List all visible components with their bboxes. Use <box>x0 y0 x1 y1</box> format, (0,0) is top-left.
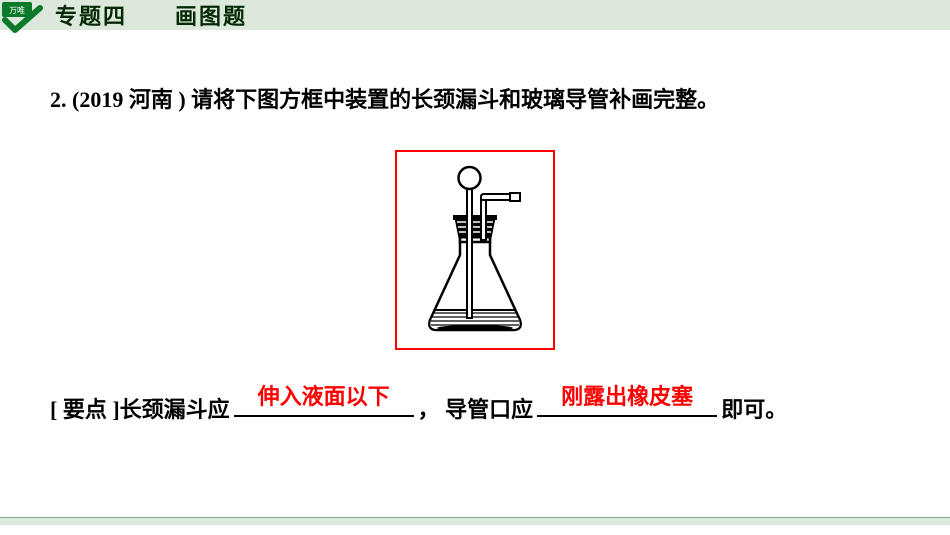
answer-2: 刚露出橡皮塞 <box>561 377 693 417</box>
question-number: 2. (2019 河南 ) <box>50 87 191 112</box>
keypoints-part2: ， 导管口应 <box>418 390 534 430</box>
key-points-line: [ 要点 ] 长颈漏斗应 伸入液面以下 ， 导管口应 刚露出橡皮塞 即可。 <box>50 390 900 430</box>
question-text: 2. (2019 河南 ) 请将下图方框中装置的长颈漏斗和玻璃导管补画完整。 <box>50 80 900 120</box>
answer-1: 伸入液面以下 <box>258 377 390 417</box>
question-prompt: 请将下图方框中装置的长颈漏斗和玻璃导管补画完整。 <box>191 87 719 112</box>
keypoints-suffix: 即可。 <box>721 390 787 430</box>
logo-badge: 万唯 <box>0 0 50 35</box>
diagram-box <box>395 150 555 350</box>
blank-1: 伸入液面以下 <box>234 415 414 417</box>
header-bar: 万唯 专题四 画图题 <box>0 0 950 30</box>
keypoints-label: [ 要点 ] <box>50 390 120 430</box>
chemistry-apparatus-icon <box>405 160 545 340</box>
diagram-container <box>50 150 900 350</box>
header-title: 专题四 画图题 <box>55 0 247 31</box>
keypoints-part1: 长颈漏斗应 <box>120 390 230 430</box>
content-area: 2. (2019 河南 ) 请将下图方框中装置的长颈漏斗和玻璃导管补画完整。 <box>0 30 950 449</box>
svg-text:万唯: 万唯 <box>9 5 25 15</box>
blank-2: 刚露出橡皮塞 <box>537 415 717 417</box>
footer-bar <box>0 517 950 525</box>
